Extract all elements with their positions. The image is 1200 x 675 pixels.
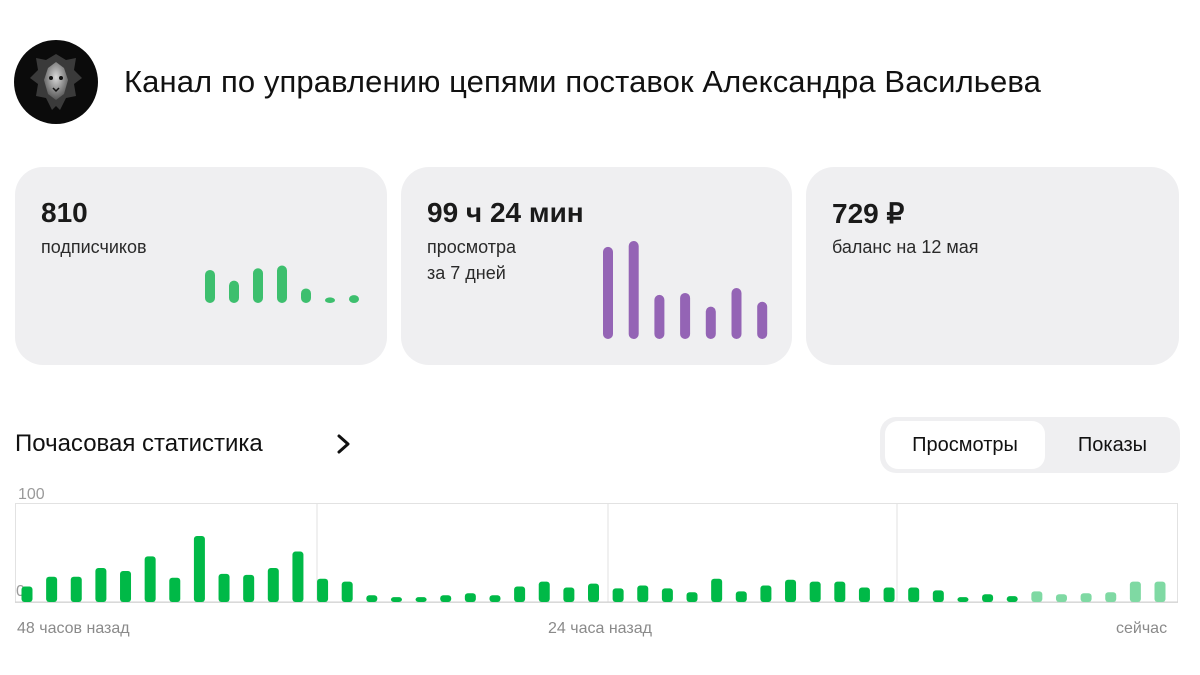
hourly-bar[interactable] [563, 587, 575, 602]
subscribers-bar [349, 295, 359, 303]
subscribers-bar [325, 297, 335, 303]
hourly-bar[interactable] [1006, 596, 1018, 602]
hourly-bar[interactable] [489, 595, 501, 602]
subscribers-bar [301, 288, 311, 303]
hourly-bar[interactable] [908, 587, 920, 602]
hourly-bar[interactable] [588, 583, 599, 602]
hourly-bar[interactable] [538, 581, 550, 602]
hourly-bar[interactable] [982, 594, 994, 602]
hourly-bar[interactable] [932, 590, 944, 602]
views-bar [654, 294, 665, 339]
hourly-bar[interactable] [661, 588, 673, 602]
lion-icon [30, 54, 82, 110]
balance-card[interactable]: 729 ₽ баланс на 12 мая [806, 167, 1179, 365]
hourly-bar[interactable] [243, 574, 255, 602]
views-bar [757, 301, 768, 339]
views-label: просмотра за 7 дней [427, 234, 516, 286]
hourly-bar[interactable] [637, 585, 649, 602]
hourly-bar[interactable] [95, 568, 107, 602]
hourly-bar[interactable] [120, 570, 132, 602]
hourly-bar[interactable] [46, 576, 58, 602]
hourly-bar[interactable] [1055, 594, 1067, 602]
hourly-bar[interactable] [735, 591, 747, 602]
hourly-bar[interactable] [193, 536, 205, 602]
hourly-bar[interactable] [70, 576, 82, 602]
subscribers-count: 810 [41, 197, 88, 228]
x-label-end: сейчас [1116, 620, 1168, 637]
balance-value: 729 ₽ [832, 198, 905, 229]
channel-header: Канал по управлению цепями поставок Алек… [14, 40, 1041, 124]
subscribers-bar [253, 268, 263, 303]
hourly-bar[interactable] [218, 573, 230, 602]
hourly-bar[interactable] [612, 588, 624, 602]
hourly-bar[interactable] [366, 595, 378, 602]
hourly-bar[interactable] [1154, 581, 1166, 602]
subscribers-label: подписчиков [41, 237, 147, 257]
balance-label: баланс на 12 мая [832, 237, 979, 257]
y-tick-max: 100 [18, 486, 45, 503]
views-bar [731, 288, 742, 339]
hourly-bar[interactable] [785, 579, 797, 602]
hourly-bar[interactable] [169, 577, 181, 602]
views-label-line2: за 7 дней [427, 263, 506, 283]
x-label-middle: 24 часа назад [548, 620, 652, 637]
hourly-bar[interactable] [686, 592, 698, 602]
hourly-bar[interactable] [464, 593, 476, 602]
chevron-right-icon[interactable] [333, 432, 355, 456]
hourly-bar[interactable] [711, 578, 723, 602]
views-bar [705, 306, 716, 339]
hourly-bar[interactable] [440, 595, 452, 602]
hourly-stats-title[interactable]: Почасовая статистика [15, 430, 263, 457]
tab-views[interactable]: Просмотры [885, 421, 1045, 469]
hourly-bar[interactable] [858, 587, 870, 602]
subscribers-mini-chart [205, 265, 359, 303]
hourly-bar[interactable] [415, 597, 427, 602]
views-total: 99 ч 24 мин [427, 197, 584, 228]
hourly-bar[interactable] [1080, 593, 1092, 602]
subscribers-bar [229, 280, 239, 303]
hourly-bar[interactable] [1105, 592, 1117, 602]
hourly-bar[interactable] [883, 587, 895, 602]
hourly-bar[interactable] [21, 586, 33, 602]
hourly-bar[interactable] [144, 556, 156, 602]
hourly-bar[interactable] [292, 551, 304, 602]
views-bar [680, 292, 691, 339]
hourly-bar[interactable] [341, 581, 353, 602]
hourly-bar[interactable] [834, 581, 846, 602]
views-mini-chart [603, 241, 768, 339]
views-card[interactable]: 99 ч 24 мин просмотра за 7 дней [401, 167, 792, 365]
hourly-bar[interactable] [957, 597, 969, 602]
views-label-line1: просмотра [427, 237, 517, 257]
hourly-bar[interactable] [390, 597, 402, 602]
hourly-bar[interactable] [760, 585, 772, 602]
views-bar [603, 246, 613, 339]
y-tick-min: 0 [16, 583, 25, 600]
avatar[interactable] [14, 40, 98, 124]
tab-impressions[interactable]: Показы [1077, 433, 1148, 456]
subscribers-bar [277, 265, 287, 303]
x-label-start: 48 часов назад [17, 620, 130, 637]
metric-toggle: Просмотры Показы [880, 417, 1180, 473]
views-bar [628, 241, 639, 339]
hourly-bar[interactable] [809, 581, 821, 602]
channel-title: Канал по управлению цепями поставок Алек… [124, 64, 1041, 99]
hourly-chart[interactable] [15, 503, 1178, 605]
subscribers-card[interactable]: 810 подписчиков [15, 167, 387, 365]
subscribers-bar [205, 269, 215, 303]
hourly-bar[interactable] [1031, 591, 1043, 602]
hourly-bar[interactable] [267, 568, 279, 602]
hourly-bar[interactable] [317, 578, 329, 602]
hourly-bar[interactable] [514, 586, 526, 602]
hourly-bar[interactable] [1129, 581, 1141, 602]
